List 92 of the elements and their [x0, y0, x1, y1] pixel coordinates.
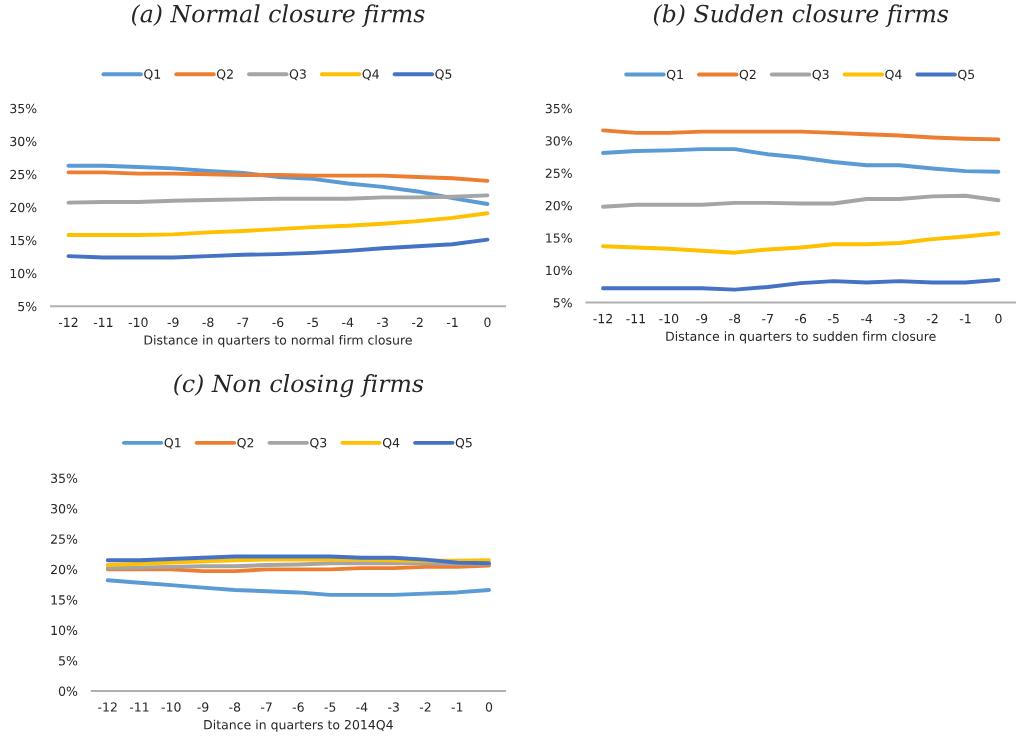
legend-label: Q1 [666, 69, 683, 81]
x-tick-label: -8 [229, 702, 241, 712]
x-tick-label: -11 [129, 702, 149, 712]
legend-label: Q4 [885, 69, 902, 81]
x-tick-label: -7 [762, 314, 773, 324]
x-tick-label: -6 [795, 313, 807, 324]
x-tick-label: -6 [292, 702, 304, 712]
y-tick-label: 25% [51, 534, 78, 544]
y-tick-label: 10% [10, 268, 37, 279]
x-axis-title: Ditance in quarters to 2014Q4 [204, 719, 393, 732]
legend-label: Q5 [455, 437, 472, 449]
y-tick-label: 15% [51, 595, 78, 605]
y-tick-label: 15% [10, 235, 37, 246]
legend-label: Q2 [216, 69, 233, 81]
line-series [66, 237, 490, 260]
line-series [601, 277, 1001, 292]
y-tick-label: 20% [51, 564, 78, 575]
x-tick-label: -8 [202, 317, 214, 328]
legend-label: Q4 [382, 437, 400, 449]
y-tick-label: 25% [10, 169, 37, 180]
x-tick-label: -2 [411, 317, 423, 327]
x-tick-label: -4 [860, 314, 873, 324]
y-tick-label: 25% [545, 168, 572, 178]
y-tick-label: 35% [545, 103, 572, 114]
legend-label: Q2 [237, 437, 254, 449]
y-tick-label: 5% [18, 301, 37, 312]
legend-label: Q2 [739, 69, 756, 81]
x-tick-label: 0 [485, 702, 493, 712]
x-tick-label: -5 [307, 317, 319, 328]
line-series [601, 128, 1001, 142]
line-series [601, 231, 1001, 255]
x-tick-label: -7 [237, 317, 249, 327]
legend-label: Q5 [958, 69, 975, 81]
x-tick-label: -12 [593, 313, 612, 324]
legend-label: Q5 [435, 69, 452, 81]
x-tick-label: -6 [272, 317, 284, 328]
y-tick-label: 10% [51, 625, 78, 636]
x-axis-title: Distance in quarters to sudden firm closure [666, 331, 936, 344]
x-tick-label: 0 [995, 313, 1002, 324]
x-tick-label: -1 [451, 702, 463, 712]
x-tick-label: -8 [729, 313, 741, 324]
y-tick-label: 5% [59, 656, 78, 666]
y-tick-label: 35% [10, 103, 37, 114]
x-tick-label: -12 [58, 317, 78, 327]
x-tick-label: -10 [659, 313, 679, 324]
x-tick-label: -10 [128, 317, 148, 328]
line-series [601, 147, 1001, 174]
legend-label: Q3 [310, 437, 327, 449]
x-tick-label: -2 [419, 702, 431, 712]
y-tick-label: 30% [10, 136, 37, 147]
x-tick-label: -4 [356, 702, 368, 712]
legend-label: Q3 [812, 69, 829, 81]
x-tick-label: -3 [377, 317, 388, 328]
legend-label: Q1 [144, 69, 161, 81]
x-tick-label: -7 [260, 702, 272, 712]
x-tick-label: -9 [197, 702, 209, 712]
x-tick-label: -12 [98, 702, 117, 712]
x-tick-label: -4 [342, 317, 354, 327]
line-series [601, 193, 1001, 209]
x-tick-label: -10 [161, 702, 181, 712]
x-tick-label: -5 [324, 702, 336, 712]
y-tick-label: 0% [58, 686, 78, 696]
y-tick-label: 20% [545, 200, 572, 211]
y-tick-label: 15% [546, 233, 572, 243]
chart-title: (b) Sudden closure firms [653, 4, 949, 28]
x-tick-label: 0 [484, 317, 491, 328]
x-tick-label: -11 [93, 317, 113, 327]
y-tick-label: 20% [10, 202, 37, 213]
x-tick-label: -3 [388, 702, 399, 712]
x-tick-label: -9 [696, 313, 708, 324]
x-axis-title: Distance in quarters to normal firm closure [144, 335, 412, 348]
chart-title: (c) Non closing firms [174, 374, 424, 398]
x-tick-label: -9 [167, 317, 179, 328]
legend-label: Q4 [362, 69, 379, 81]
y-tick-label: 5% [553, 298, 572, 308]
x-tick-label: -11 [626, 314, 645, 324]
line-series [66, 170, 490, 183]
x-tick-label: -2 [926, 313, 938, 324]
legend-label: Q1 [164, 437, 181, 449]
y-tick-label: 30% [51, 503, 78, 514]
y-tick-label: 10% [546, 265, 572, 276]
line-series [105, 578, 491, 597]
line-series [66, 193, 490, 205]
y-tick-label: 30% [545, 136, 572, 146]
y-tick-label: 35% [51, 473, 78, 484]
x-tick-label: -1 [446, 317, 458, 327]
line-series [66, 211, 490, 237]
x-tick-label: -1 [959, 314, 971, 324]
x-tick-label: -3 [893, 313, 905, 324]
legend-label: Q3 [289, 69, 306, 81]
x-tick-label: -5 [828, 314, 839, 324]
chart-title: (a) Normal closure firms [132, 4, 425, 28]
